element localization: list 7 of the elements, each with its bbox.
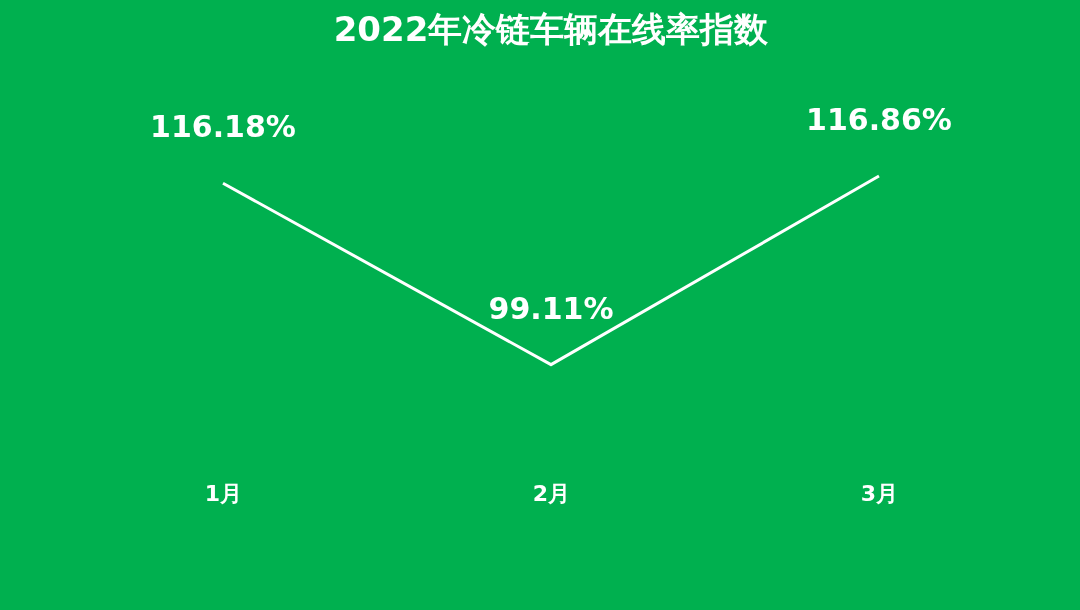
- x-tick-label: 2月: [532, 480, 571, 506]
- data-label: 116.86%: [806, 102, 952, 137]
- chart-title: 2022年冷链车辆在线率指数: [333, 9, 770, 49]
- data-label: 116.18%: [150, 109, 296, 145]
- data-label: 99.11%: [488, 290, 614, 326]
- x-tick-label: 1月: [204, 480, 243, 506]
- x-tick-label: 3月: [860, 480, 899, 506]
